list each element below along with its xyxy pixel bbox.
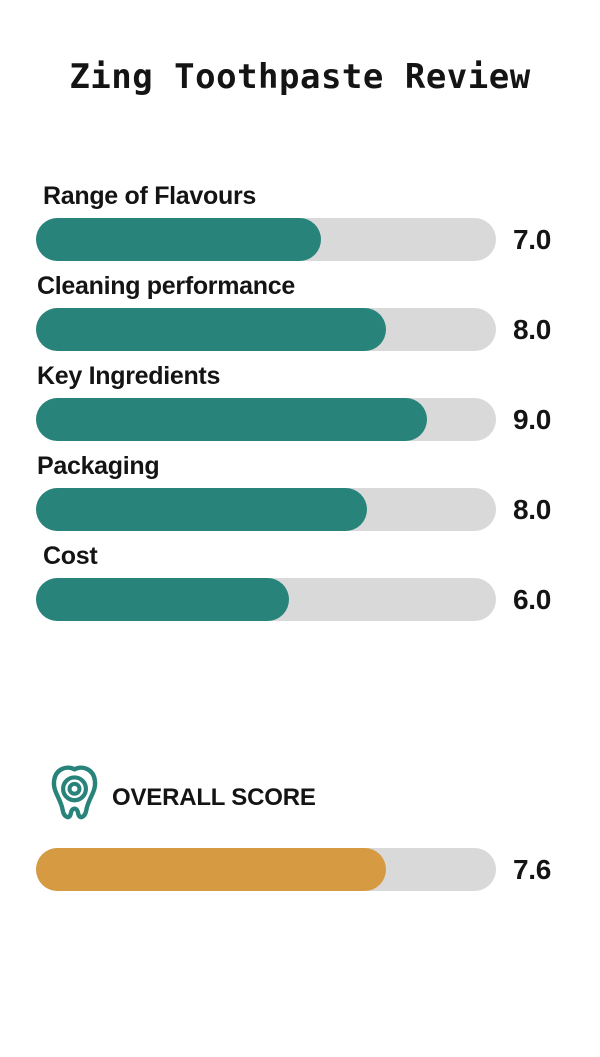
bar-fill — [36, 218, 322, 261]
tooth-icon — [46, 762, 103, 833]
page-title: Zing Toothpaste Review — [69, 57, 531, 97]
bar-fill — [36, 578, 289, 621]
bar-track — [36, 308, 496, 351]
score-row-key-ingredients: Key Ingredients 9.0 — [36, 363, 600, 441]
category-label: Cost — [43, 542, 98, 570]
score-value: 7.0 — [513, 223, 552, 255]
review-score-chart: Range of Flavours 7.0 Cleaning performan… — [0, 183, 600, 621]
score-value: 8.0 — [513, 313, 552, 345]
category-label: Key Ingredients — [37, 362, 221, 390]
bar-track — [36, 218, 496, 261]
bar-track — [36, 578, 496, 621]
overall-score-section: OVERALL SCORE 7.6 — [0, 762, 600, 891]
bar-fill — [36, 308, 386, 351]
overall-score-label: OVERALL SCORE — [112, 783, 316, 811]
score-value: 6.0 — [513, 583, 552, 615]
bar-track — [36, 398, 496, 441]
category-label: Packaging — [37, 452, 160, 480]
score-row-range-of-flavours: Range of Flavours 7.0 — [36, 183, 600, 261]
score-row-packaging: Packaging 8.0 — [36, 453, 600, 531]
score-row-cleaning-performance: Cleaning performance 8.0 — [36, 273, 600, 351]
bar-fill — [36, 488, 368, 531]
category-label: Range of Flavours — [43, 182, 256, 210]
overall-bar-track — [36, 848, 496, 891]
bar-track — [36, 488, 496, 531]
category-label: Cleaning performance — [37, 272, 295, 300]
score-value: 8.0 — [513, 493, 552, 525]
bar-fill — [36, 398, 427, 441]
overall-bar-fill — [36, 848, 386, 891]
overall-score-value: 7.6 — [513, 853, 552, 885]
score-row-cost: Cost 6.0 — [36, 543, 600, 621]
score-value: 9.0 — [513, 403, 552, 435]
